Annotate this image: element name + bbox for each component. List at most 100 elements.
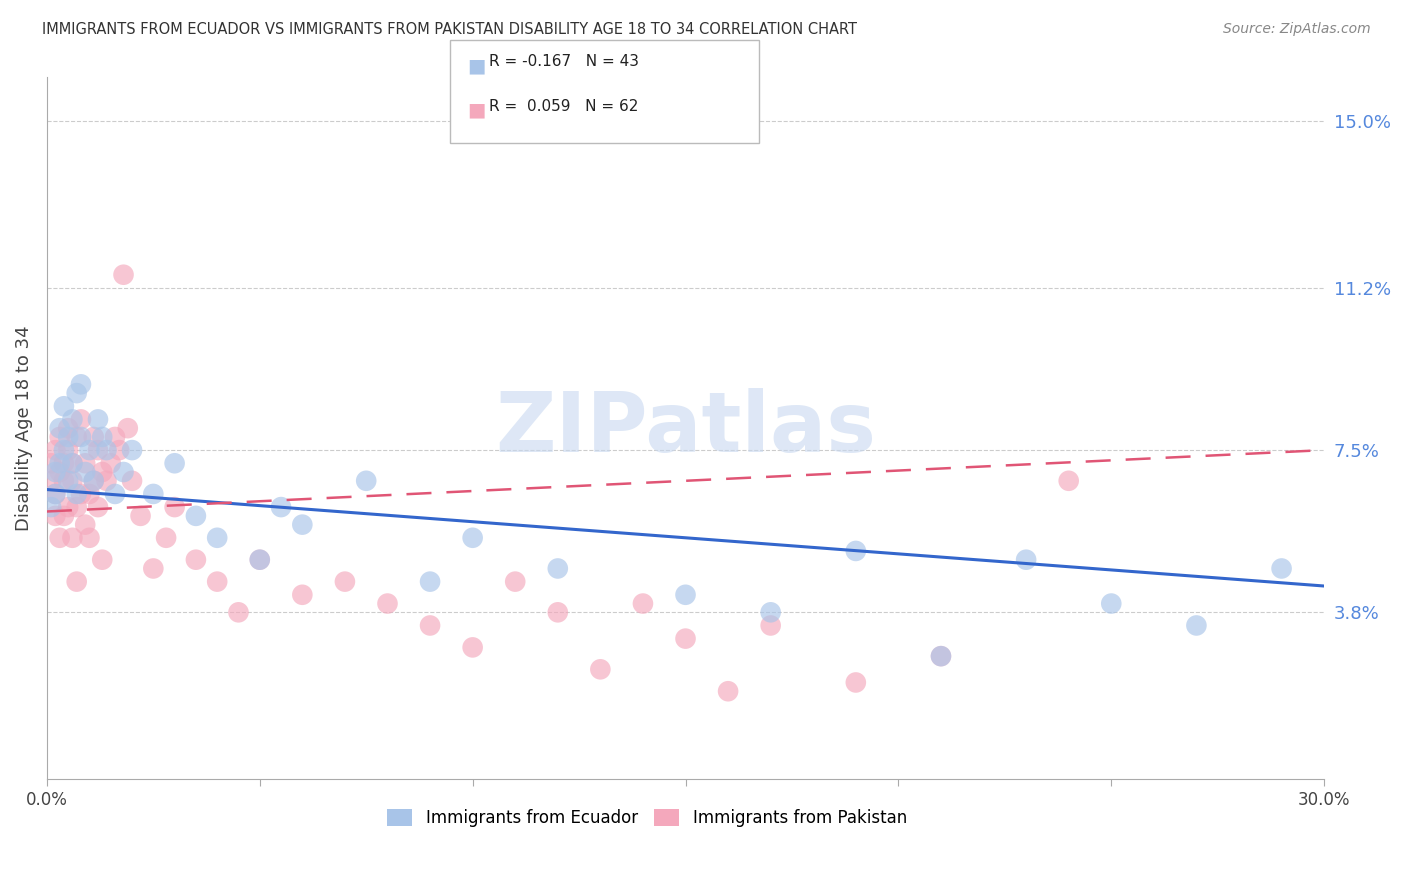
Point — [100, 456, 122, 470]
Point — [129, 508, 152, 523]
Point — [205, 531, 228, 545]
Text: IMMIGRANTS FROM ECUADOR VS IMMIGRANTS FROM PAKISTAN DISABILITY AGE 18 TO 34 CORR: IMMIGRANTS FROM ECUADOR VS IMMIGRANTS FR… — [42, 22, 858, 37]
Point — [66, 487, 89, 501]
Point — [48, 430, 70, 444]
Point — [1185, 618, 1208, 632]
Point — [419, 574, 441, 589]
Point — [108, 443, 131, 458]
Point — [142, 487, 165, 501]
Point — [52, 456, 75, 470]
Point — [104, 487, 127, 501]
Point — [1015, 552, 1038, 566]
Point — [87, 412, 110, 426]
Point — [117, 421, 139, 435]
Point — [929, 649, 952, 664]
Point — [142, 561, 165, 575]
Point — [929, 649, 952, 664]
Point — [52, 474, 75, 488]
Point — [503, 574, 526, 589]
Point — [377, 597, 399, 611]
Text: Source: ZipAtlas.com: Source: ZipAtlas.com — [1223, 22, 1371, 37]
Point — [52, 508, 75, 523]
Point — [249, 552, 271, 566]
Point — [184, 552, 207, 566]
Point — [56, 443, 79, 458]
Text: ■: ■ — [467, 56, 485, 75]
Point — [79, 531, 101, 545]
Point — [121, 443, 143, 458]
Point — [44, 487, 66, 501]
Point — [62, 456, 84, 470]
Point — [96, 443, 118, 458]
Text: ■: ■ — [467, 101, 485, 120]
Point — [759, 605, 782, 619]
Point — [121, 474, 143, 488]
Point — [48, 531, 70, 545]
Point — [419, 618, 441, 632]
Point — [228, 605, 250, 619]
Point — [87, 500, 110, 514]
Point — [48, 465, 70, 479]
Point — [547, 561, 569, 575]
Point — [1057, 474, 1080, 488]
Point — [675, 588, 697, 602]
Point — [91, 465, 114, 479]
Point — [62, 531, 84, 545]
Point — [44, 443, 66, 458]
Point — [70, 487, 93, 501]
Point — [56, 430, 79, 444]
Point — [104, 430, 127, 444]
Point — [333, 574, 356, 589]
Point — [291, 588, 314, 602]
Point — [44, 465, 66, 479]
Point — [56, 474, 79, 488]
Point — [112, 465, 135, 479]
Point — [291, 517, 314, 532]
Point — [75, 517, 97, 532]
Point — [70, 430, 93, 444]
Point — [79, 443, 101, 458]
Point — [62, 474, 84, 488]
Point — [205, 574, 228, 589]
Point — [631, 597, 654, 611]
Point — [845, 675, 868, 690]
Point — [70, 412, 93, 426]
Point — [62, 456, 84, 470]
Point — [112, 268, 135, 282]
Point — [461, 640, 484, 655]
Point — [163, 500, 186, 514]
Point — [48, 421, 70, 435]
Point — [87, 443, 110, 458]
Point — [675, 632, 697, 646]
Point — [66, 500, 89, 514]
Point — [75, 456, 97, 470]
Point — [91, 552, 114, 566]
Point — [1271, 561, 1294, 575]
Point — [270, 500, 292, 514]
Text: R =  0.059   N = 62: R = 0.059 N = 62 — [489, 99, 638, 114]
Point — [39, 474, 62, 488]
Point — [589, 662, 612, 676]
Legend: Immigrants from Ecuador, Immigrants from Pakistan: Immigrants from Ecuador, Immigrants from… — [381, 802, 914, 834]
Point — [79, 487, 101, 501]
Point — [44, 508, 66, 523]
Point — [52, 399, 75, 413]
Text: ZIPatlas: ZIPatlas — [495, 388, 876, 468]
Point — [66, 386, 89, 401]
Point — [66, 574, 89, 589]
Point — [759, 618, 782, 632]
Point — [62, 412, 84, 426]
Text: R = -0.167   N = 43: R = -0.167 N = 43 — [489, 54, 640, 70]
Point — [91, 430, 114, 444]
Point — [52, 443, 75, 458]
Point — [96, 474, 118, 488]
Point — [845, 544, 868, 558]
Point — [44, 487, 66, 501]
Point — [75, 465, 97, 479]
Point — [83, 474, 105, 488]
Point — [39, 456, 62, 470]
Point — [163, 456, 186, 470]
Point — [717, 684, 740, 698]
Point — [48, 456, 70, 470]
Point — [56, 500, 79, 514]
